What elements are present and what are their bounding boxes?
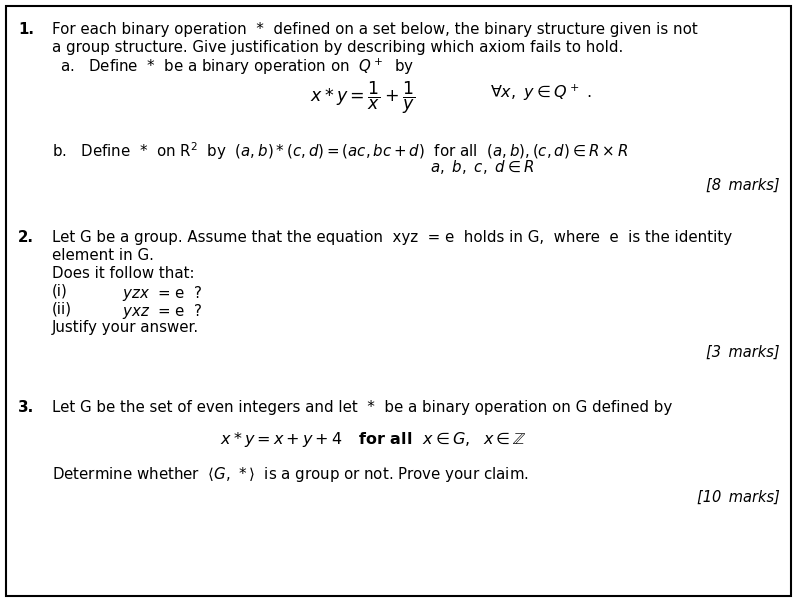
Text: $x * y = \dfrac{1}{x} + \dfrac{1}{y}$: $x * y = \dfrac{1}{x} + \dfrac{1}{y}$: [310, 80, 415, 116]
Text: Does it follow that:: Does it follow that:: [52, 266, 194, 281]
Text: 3.: 3.: [18, 400, 34, 415]
Text: [3  marks]: [3 marks]: [706, 345, 780, 360]
Text: $x * y = x + y + 4$   for all  $x \in G,\ \ x \in \mathbb{Z}$: $x * y = x + y + 4$ for all $x \in G,\ \…: [220, 430, 527, 449]
Text: $yzx$  = e  ?: $yzx$ = e ?: [122, 284, 202, 303]
Text: $\forall x,\ y \in Q^+\ .$: $\forall x,\ y \in Q^+\ .$: [490, 83, 592, 104]
Text: 2.: 2.: [18, 230, 34, 245]
Text: (i): (i): [52, 284, 68, 299]
Text: 1.: 1.: [18, 22, 34, 37]
Text: a group structure. Give justification by describing which axiom fails to hold.: a group structure. Give justification by…: [52, 40, 623, 55]
Text: Let G be a group. Assume that the equation  xyz  = e  holds in G,  where  e  is : Let G be a group. Assume that the equati…: [52, 230, 732, 245]
Text: (ii): (ii): [52, 302, 72, 317]
Text: a.   Define  *  be a binary operation on  $Q^+$  by: a. Define * be a binary operation on $Q^…: [60, 57, 414, 77]
Text: Justify your answer.: Justify your answer.: [52, 320, 199, 335]
Text: [10  marks]: [10 marks]: [697, 490, 780, 505]
Text: [8  marks]: [8 marks]: [706, 178, 780, 193]
Text: For each binary operation  *  defined on a set below, the binary structure given: For each binary operation * defined on a…: [52, 22, 697, 37]
Text: Determine whether  $\langle G,\, *\rangle$  is a group or not. Prove your claim.: Determine whether $\langle G,\, *\rangle…: [52, 465, 529, 484]
Text: b.   Define  *  on R$^2$  by  $(a,b)*(c,d)=(ac,bc+d)$  for all  $(a,b),(c,d)\in : b. Define * on R$^2$ by $(a,b)*(c,d)=(ac…: [52, 140, 628, 162]
Text: $yxz$  = e  ?: $yxz$ = e ?: [122, 302, 202, 321]
Text: element in G.: element in G.: [52, 248, 154, 263]
Text: $a,\ b,\ c,\ d \in R$: $a,\ b,\ c,\ d \in R$: [430, 158, 534, 176]
Text: Let G be the set of even integers and let  *  be a binary operation on G defined: Let G be the set of even integers and le…: [52, 400, 672, 415]
